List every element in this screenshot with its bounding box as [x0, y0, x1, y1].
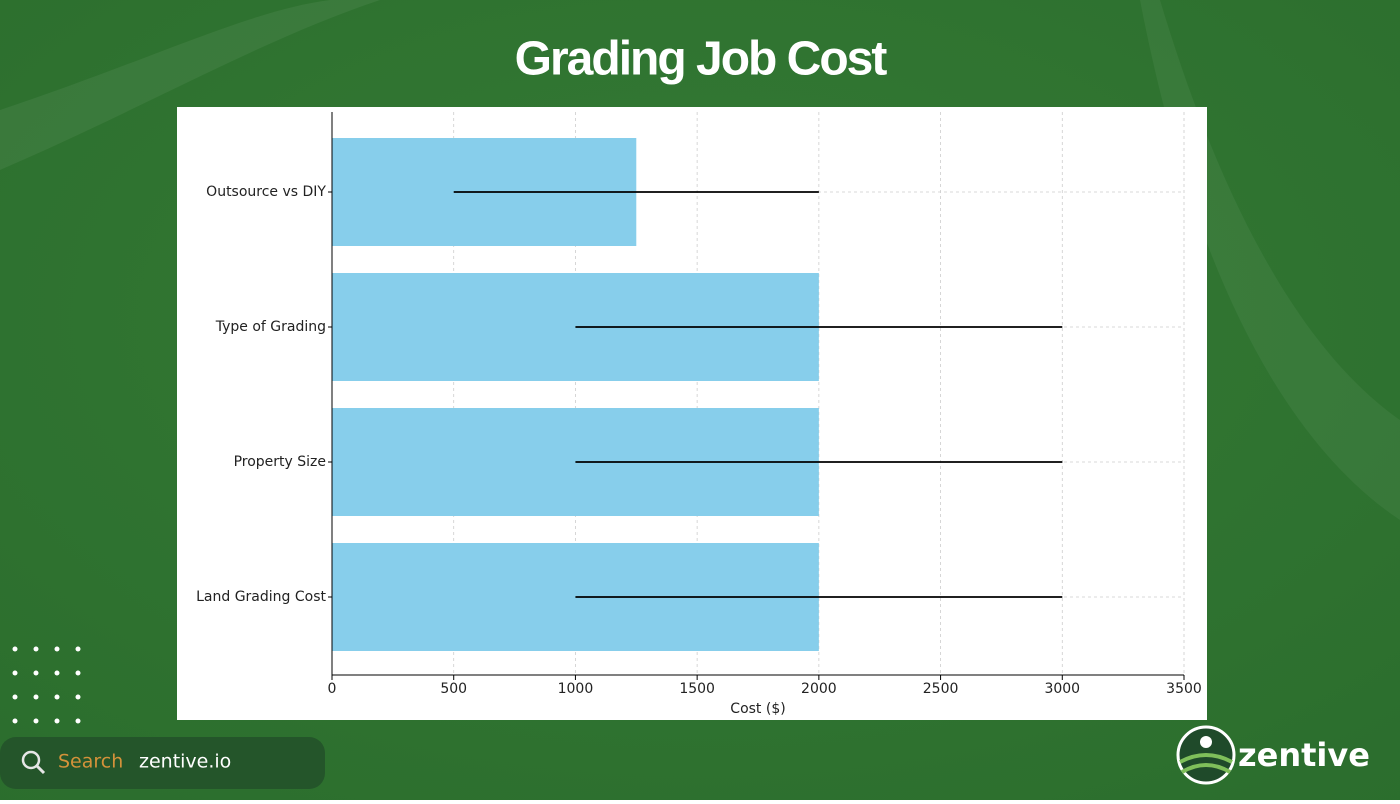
- logo-icon: [1200, 736, 1212, 748]
- dot: [33, 694, 39, 700]
- x-tick-label: 2500: [923, 681, 959, 697]
- slide-title: Grading Job Cost: [515, 33, 888, 86]
- logo-icon: [1179, 753, 1233, 774]
- y-tick-label: Property Size: [234, 454, 326, 470]
- dot: [75, 694, 81, 700]
- dot: [12, 646, 18, 652]
- dot: [54, 694, 60, 700]
- search-bar[interactable]: [0, 737, 325, 789]
- dot: [54, 718, 60, 724]
- dot: [75, 646, 81, 652]
- dot: [12, 670, 18, 676]
- x-tick-label: 3500: [1166, 681, 1202, 697]
- search-icon: [21, 750, 41, 770]
- search-label: Search: [58, 751, 123, 773]
- dot: [33, 646, 39, 652]
- y-tick-label: Land Grading Cost: [196, 589, 326, 605]
- x-tick-label: 3000: [1044, 681, 1080, 697]
- dot: [12, 694, 18, 700]
- x-tick-label: 500: [440, 681, 467, 697]
- decor: [0, 0, 380, 170]
- y-tick-label: Type of Grading: [215, 319, 326, 335]
- x-axis-label: Cost ($): [730, 701, 785, 717]
- dot: [54, 646, 60, 652]
- y-tick-label: Outsource vs DIY: [206, 184, 326, 200]
- x-tick-label: 1500: [679, 681, 715, 697]
- x-tick-label: 1000: [558, 681, 594, 697]
- dot: [54, 670, 60, 676]
- dot: [33, 670, 39, 676]
- decor: [1140, 0, 1400, 520]
- dot: [12, 718, 18, 724]
- dot-grid: [12, 646, 81, 724]
- search-icon: [35, 764, 46, 775]
- dot: [75, 718, 81, 724]
- brand-name: zentive: [1238, 736, 1370, 774]
- dot: [33, 718, 39, 724]
- x-tick-label: 2000: [801, 681, 837, 697]
- site-url: zentive.io: [139, 751, 231, 773]
- dot: [75, 670, 81, 676]
- x-tick-label: 0: [328, 681, 337, 697]
